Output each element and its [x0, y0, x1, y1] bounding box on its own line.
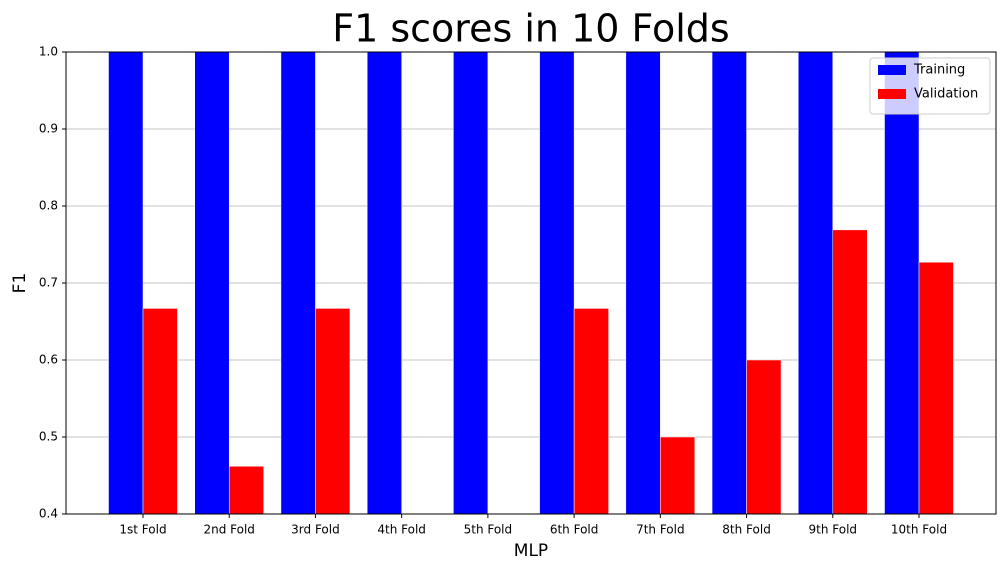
y-axis-label: F1 — [10, 273, 30, 294]
bar — [625, 52, 661, 514]
bar — [366, 52, 402, 514]
bar — [108, 52, 144, 514]
legend: Training Validation — [869, 57, 991, 115]
bar — [884, 52, 920, 514]
legend-label: Validation — [914, 87, 978, 102]
x-tick-label: 7th Fold — [636, 523, 685, 537]
y-tick-label: 0.7 — [39, 276, 58, 290]
axes: 0.4 0.5 0.6 0.7 0.8 0.9 1.0 1st Fold 2nd Fold 3rd… — [39, 45, 997, 537]
y-tick-label: 0.5 — [39, 430, 58, 444]
bar — [832, 229, 868, 514]
bar — [660, 436, 696, 514]
bar — [453, 52, 489, 514]
bar — [142, 308, 178, 514]
x-tick-label: 4th Fold — [377, 523, 426, 537]
legend-swatch — [878, 65, 906, 75]
x-tick-label: 3rd Fold — [291, 523, 340, 537]
x-tick-label: 1st Fold — [119, 523, 166, 537]
plot-frame — [65, 51, 997, 515]
bar — [918, 261, 954, 514]
bar — [798, 52, 834, 514]
y-tick-label: 1.0 — [39, 45, 58, 59]
x-axis-label: MLP — [514, 541, 548, 561]
bar — [573, 308, 609, 514]
y-tick-label: 0.8 — [39, 199, 58, 213]
x-tick-label: 2nd Fold — [203, 523, 254, 537]
y-tick-label: 0.4 — [39, 507, 58, 521]
x-tick-label: 8th Fold — [722, 523, 771, 537]
bar — [228, 466, 264, 514]
chart-title: F1 scores in 10 Folds — [332, 7, 729, 51]
bar — [539, 52, 575, 514]
x-tick-label: 5th Fold — [464, 523, 513, 537]
bars — [108, 52, 954, 514]
y-tick-label: 0.9 — [39, 122, 58, 136]
y-tick-label: 0.6 — [39, 353, 58, 367]
legend-label: Training — [913, 63, 965, 78]
legend-swatch — [878, 89, 906, 99]
bar — [711, 52, 747, 514]
bar — [315, 308, 351, 514]
bar — [746, 359, 782, 514]
bar — [194, 52, 230, 514]
x-tick-label: 9th Fold — [809, 523, 858, 537]
bar — [280, 52, 316, 514]
x-tick-label: 6th Fold — [550, 523, 599, 537]
x-tick-label: 10th Fold — [891, 523, 947, 537]
